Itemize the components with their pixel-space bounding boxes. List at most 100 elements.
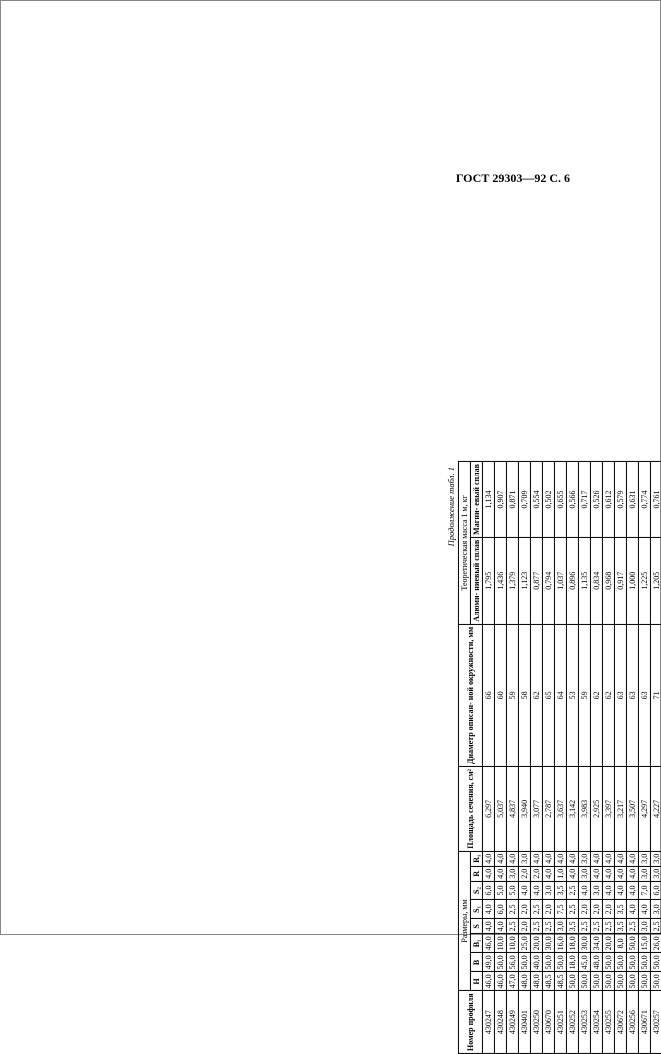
table-row: 43024746,049,046,04,04,06,04,04,06,29766… bbox=[482, 462, 494, 1054]
table-cell: 4,0 bbox=[602, 851, 614, 866]
table-cell: 2,5 bbox=[566, 900, 578, 919]
table-cell: 430671 bbox=[638, 991, 650, 1054]
col-R: R bbox=[470, 866, 482, 881]
table-cell: 430248 bbox=[494, 991, 506, 1054]
table-cell: 0,579 bbox=[614, 462, 626, 538]
table-cell: 430401 bbox=[518, 991, 530, 1054]
col-al: Алюми- ниевый сплав bbox=[470, 537, 482, 624]
table-cell: 6,0 bbox=[650, 881, 661, 900]
table-cell: 34,0 bbox=[590, 934, 602, 953]
table-cell: 48,5 bbox=[554, 972, 566, 991]
table-cell: 10,0 bbox=[506, 934, 518, 953]
table-cell: 48,0 bbox=[530, 972, 542, 991]
table-cell: 3,0 bbox=[506, 866, 518, 881]
table-cell: 50,0 bbox=[602, 953, 614, 972]
table-cell: 18,0 bbox=[566, 934, 578, 953]
table-cell: 0,554 bbox=[530, 462, 542, 538]
continuation-label: Продолжение табл. 1 bbox=[446, 461, 456, 1054]
table-cell: 30,0 bbox=[542, 934, 554, 953]
table-cell: 2,5 bbox=[650, 919, 661, 934]
table-cell: 430247 bbox=[482, 991, 494, 1054]
table-cell: 50,0 bbox=[614, 953, 626, 972]
table-cell: 3,0 bbox=[638, 866, 650, 881]
table-cell: 3,077 bbox=[530, 766, 542, 851]
table-cell: 50,0 bbox=[602, 972, 614, 991]
table-cell: 1,135 bbox=[578, 537, 590, 624]
table-container: Продолжение табл. 1 Номер профиля Размер… bbox=[446, 461, 661, 1054]
table-row: 43025550,050,020,02,52,04,04,04,03,39762… bbox=[602, 462, 614, 1054]
table-cell: 4,0 bbox=[494, 866, 506, 881]
table-body: 43024746,049,046,04,04,06,04,04,06,29766… bbox=[482, 462, 661, 1054]
table-cell: 0,896 bbox=[566, 537, 578, 624]
table-cell: 62 bbox=[590, 624, 602, 766]
table-cell: 3,397 bbox=[602, 766, 614, 851]
table-cell: 50,0 bbox=[650, 972, 661, 991]
table-cell: 50,0 bbox=[566, 972, 578, 991]
table-cell: 66 bbox=[482, 624, 494, 766]
table-cell: 0,871 bbox=[506, 462, 518, 538]
table-cell: 64 bbox=[554, 624, 566, 766]
col-razmery: Размеры, мм bbox=[458, 851, 470, 991]
table-row: 43024846,050,010,04,06,05,04,04,05,03760… bbox=[494, 462, 506, 1054]
table-cell: 50,0 bbox=[626, 934, 638, 953]
table-cell: 46,0 bbox=[494, 972, 506, 991]
table-row: 43025148,550,016,03,07,53,51,04,03,63764… bbox=[554, 462, 566, 1054]
table-cell: 2,0 bbox=[530, 866, 542, 881]
table-cell: 2,0 bbox=[518, 900, 530, 919]
table-row: 43025048,040,020,02,52,54,02,04,03,07762… bbox=[530, 462, 542, 1054]
table-cell: 3,983 bbox=[578, 766, 590, 851]
table-cell: 58 bbox=[518, 624, 530, 766]
table-cell: 6,0 bbox=[482, 881, 494, 900]
table-cell: 50,0 bbox=[518, 953, 530, 972]
table-cell: 6,297 bbox=[482, 766, 494, 851]
table-cell: 3,142 bbox=[566, 766, 578, 851]
table-cell: 0,655 bbox=[554, 462, 566, 538]
table-cell: 7,5 bbox=[554, 900, 566, 919]
table-cell: 0,761 bbox=[650, 462, 661, 538]
table-cell: 2,5 bbox=[578, 919, 590, 934]
table-row: 43067048,550,030,02,52,03,04,04,02,78765… bbox=[542, 462, 554, 1054]
table-cell: 5,0 bbox=[494, 881, 506, 900]
table-row: 43024947,056,010,02,52,55,03,04,04,83759… bbox=[506, 462, 518, 1054]
table-cell: 2,925 bbox=[590, 766, 602, 851]
table-cell: 60 bbox=[494, 624, 506, 766]
table-cell: 2,0 bbox=[578, 900, 590, 919]
table-cell: 3,0 bbox=[650, 866, 661, 881]
col-B: B bbox=[470, 953, 482, 972]
table-cell: 3,0 bbox=[650, 851, 661, 866]
table-cell: 59 bbox=[578, 624, 590, 766]
table-cell: 1,379 bbox=[506, 537, 518, 624]
table-cell: 2,5 bbox=[506, 919, 518, 934]
col-area: Площадь сечения, см² bbox=[458, 766, 482, 851]
table-cell: 62 bbox=[530, 624, 542, 766]
table-cell: 49,0 bbox=[482, 953, 494, 972]
table-cell: 3,507 bbox=[626, 766, 638, 851]
table-cell: 2,5 bbox=[530, 919, 542, 934]
table-cell: 50,0 bbox=[542, 953, 554, 972]
table-cell: 48,5 bbox=[542, 972, 554, 991]
table-cell: 4,0 bbox=[638, 900, 650, 919]
table-cell: 3,217 bbox=[614, 766, 626, 851]
table-cell: 50,0 bbox=[626, 972, 638, 991]
table-cell: 0,717 bbox=[578, 462, 590, 538]
table-cell: 1,225 bbox=[638, 537, 650, 624]
table-cell: 4,0 bbox=[590, 866, 602, 881]
page: ГОСТ 29303—92 С. 6 Продолжение табл. 1 Н… bbox=[0, 0, 661, 935]
table-cell: 4,0 bbox=[626, 900, 638, 919]
table-cell: 0,612 bbox=[602, 462, 614, 538]
table-cell: 6,0 bbox=[494, 900, 506, 919]
table-row: 43025250,018,018,03,52,52,54,04,03,14253… bbox=[566, 462, 578, 1054]
table-cell: 2,5 bbox=[530, 900, 542, 919]
table-cell: 50,0 bbox=[650, 953, 661, 972]
table-cell: 50,0 bbox=[494, 953, 506, 972]
table-cell: 0,526 bbox=[590, 462, 602, 538]
table-cell: 1,795 bbox=[482, 537, 494, 624]
table-cell: 4,0 bbox=[494, 919, 506, 934]
table-cell: 50,0 bbox=[626, 953, 638, 972]
table-cell: 3,5 bbox=[554, 881, 566, 900]
table-cell: 2,5 bbox=[626, 919, 638, 934]
col-S2: S₂ bbox=[470, 881, 482, 900]
table-cell: 3,0 bbox=[578, 866, 590, 881]
table-cell: 430670 bbox=[542, 991, 554, 1054]
table-cell: 2,0 bbox=[542, 900, 554, 919]
